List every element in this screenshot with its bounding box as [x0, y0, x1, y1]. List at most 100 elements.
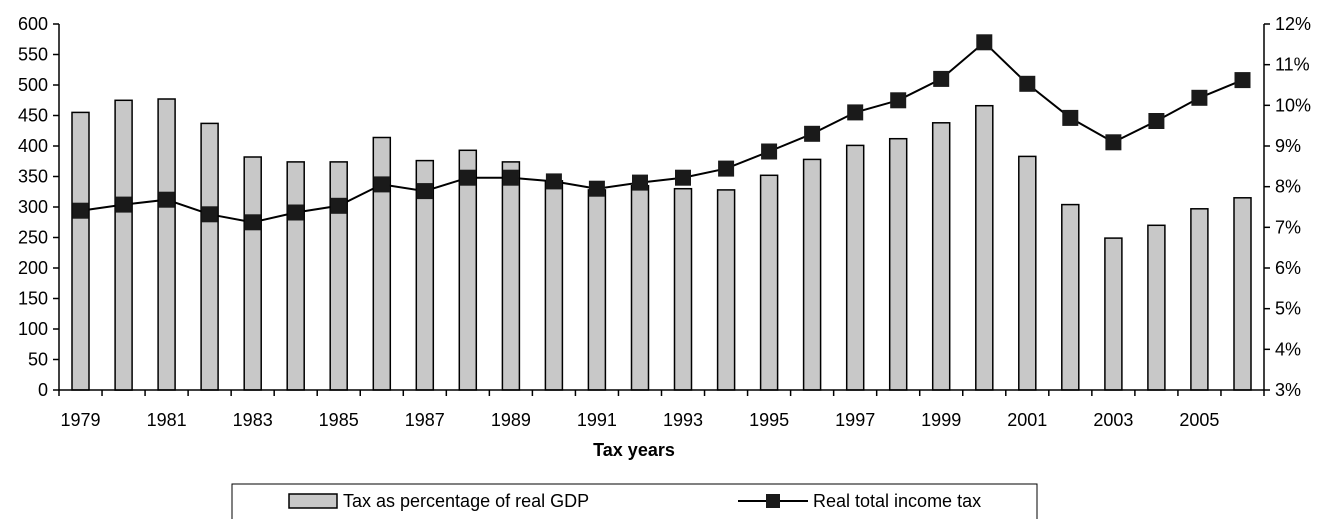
bar-1984 — [286, 161, 305, 391]
legend: Tax as percentage of real GDP Real total… — [231, 483, 1038, 519]
tick-labels: 0 50 100 150 200 250 300 350 400 450 500 550 600 3% 4%… — [18, 14, 1311, 430]
x-tick-label: 1989 — [491, 410, 531, 430]
line-point-1998 — [890, 92, 907, 109]
left-tick-label: 600 — [18, 14, 48, 34]
left-tick-label: 150 — [18, 289, 48, 309]
line-point-1994 — [718, 160, 735, 177]
x-tick-label: 2003 — [1093, 410, 1133, 430]
bar-1997 — [845, 144, 865, 391]
bar-2002 — [1061, 203, 1080, 391]
bar-1982 — [200, 122, 219, 391]
bar-1989 — [501, 161, 521, 391]
line-point-1988 — [459, 169, 476, 186]
line-point-1986 — [373, 176, 390, 193]
left-tick-label: 0 — [38, 380, 48, 400]
line-path — [80, 40, 1243, 224]
legend-box — [231, 483, 1038, 519]
left-tick-label: 50 — [28, 350, 48, 370]
bar-1999 — [931, 122, 951, 391]
bar-2005 — [1190, 208, 1209, 391]
legend-bar-swatch — [288, 493, 338, 509]
line-series — [72, 34, 1251, 231]
x-tick-label: 1997 — [835, 410, 875, 430]
bar-1991 — [587, 189, 607, 391]
line-point-1992 — [632, 174, 648, 191]
bar-1998 — [888, 137, 908, 391]
x-tick-label: 1991 — [577, 410, 617, 430]
bar-1979 — [71, 111, 90, 391]
bar-1990 — [544, 180, 564, 391]
right-tick-label: 9% — [1275, 136, 1301, 156]
bar-1980 — [114, 99, 133, 391]
left-tick-label: 500 — [18, 75, 48, 95]
bar-1994 — [716, 189, 736, 391]
line-point-2006 — [1234, 72, 1251, 89]
line-point-1989 — [502, 169, 519, 186]
line-point-1999 — [933, 70, 950, 87]
right-tick-label: 10% — [1275, 95, 1311, 115]
right-tick-label: 11% — [1275, 55, 1310, 75]
line-point-1995 — [761, 143, 778, 160]
bar-1996 — [802, 158, 822, 391]
line-point-1981 — [158, 191, 175, 208]
line-point-2004 — [1148, 113, 1165, 129]
line-point-1990 — [545, 173, 562, 190]
left-tick-label: 550 — [18, 45, 48, 65]
right-tick-label: 12% — [1275, 14, 1311, 34]
line-point-2002 — [1062, 109, 1079, 126]
line-point-1980 — [115, 196, 132, 213]
bar-1993 — [673, 187, 693, 391]
x-tick-label: 1999 — [921, 410, 961, 430]
line-point-2003 — [1105, 134, 1122, 151]
bar-2003 — [1104, 237, 1123, 391]
right-tick-label: 5% — [1275, 299, 1301, 319]
line-point-1984 — [287, 204, 304, 221]
line-point-1991 — [588, 180, 605, 197]
left-tick-label: 250 — [18, 228, 48, 248]
bar-2001 — [1018, 155, 1037, 391]
line-point-2005 — [1191, 89, 1208, 106]
legend-line-marker — [766, 494, 780, 508]
line-point-1996 — [804, 125, 821, 142]
x-tick-label: 1995 — [749, 410, 789, 430]
bar-series — [71, 98, 1252, 391]
bar-2004 — [1147, 224, 1166, 391]
right-tick-label: 4% — [1275, 339, 1301, 359]
right-tick-label: 6% — [1275, 258, 1301, 278]
left-tick-label: 450 — [18, 106, 48, 126]
right-tick-label: 3% — [1275, 380, 1301, 400]
bar-1988 — [458, 149, 478, 391]
x-tick-label: 1979 — [60, 410, 100, 430]
bar-2000 — [975, 104, 994, 391]
x-tick-label: 1987 — [405, 410, 445, 430]
line-point-1982 — [201, 206, 218, 223]
left-tick-label: 300 — [18, 197, 48, 217]
left-tick-label: 100 — [18, 319, 48, 339]
right-tick-label: 8% — [1275, 177, 1301, 197]
axes — [53, 23, 1270, 396]
line-point-2000 — [976, 34, 993, 51]
x-tick-label: 1983 — [233, 410, 273, 430]
left-tick-label: 200 — [18, 258, 48, 278]
x-tick-label: 2001 — [1007, 410, 1047, 430]
line-point-1979 — [72, 202, 89, 219]
x-tick-label: 1981 — [147, 410, 187, 430]
line-point-1985 — [330, 197, 347, 214]
bar-1981 — [157, 98, 176, 391]
bar-1983 — [243, 156, 262, 391]
line-point-1983 — [244, 214, 261, 231]
left-tick-label: 350 — [18, 167, 48, 187]
bar-1985 — [329, 161, 348, 391]
line-point-2001 — [1019, 75, 1036, 92]
x-axis-label: Tax years — [593, 440, 675, 460]
right-tick-label: 7% — [1275, 217, 1301, 237]
line-point-1997 — [847, 104, 864, 121]
legend-label-bars: Tax as percentage of real GDP — [343, 491, 589, 511]
bar-2006 — [1233, 197, 1252, 391]
bar-1992 — [630, 184, 650, 391]
left-tick-label: 400 — [18, 136, 48, 156]
line-point-1993 — [675, 169, 691, 186]
line-point-1987 — [416, 183, 433, 200]
x-tick-label: 1985 — [319, 410, 359, 430]
